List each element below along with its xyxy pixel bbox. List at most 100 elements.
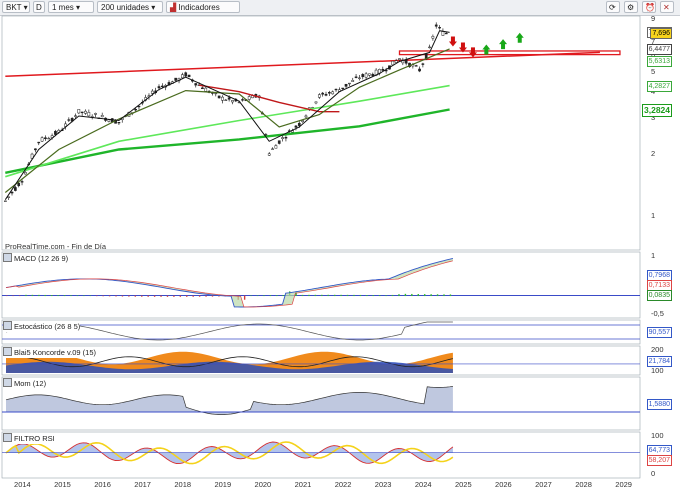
candle-body	[361, 74, 365, 78]
macd-hist-bar	[321, 294, 323, 297]
panel-value-badge: 58,207	[646, 455, 672, 466]
candle-body	[267, 153, 271, 156]
macd-hist-bar	[89, 295, 92, 297]
candle-body	[50, 135, 54, 138]
macd-hist-bar	[211, 295, 214, 297]
macd-hist-bar	[385, 295, 387, 297]
x-tick-label: 2014	[14, 480, 31, 489]
candle-body	[137, 105, 141, 108]
candle-body	[77, 109, 81, 114]
candle-body	[404, 59, 408, 64]
macd-hist-bar	[121, 295, 124, 297]
macd-hist-bar	[160, 295, 162, 297]
macd-hist-bar	[83, 295, 85, 297]
indicator-icon	[3, 321, 12, 330]
mom-panel-label[interactable]: Mom (12)	[3, 378, 47, 389]
candle-body	[444, 32, 448, 35]
symbol-label: BKT	[6, 3, 22, 12]
rsi-yellow-line	[5, 441, 454, 465]
x-tick-label: 2015	[54, 480, 71, 489]
indicators-icon: ▟	[170, 3, 177, 12]
macd-hist-bar	[276, 295, 278, 297]
stoch-line	[5, 321, 453, 341]
symbol-selector[interactable]: BKT ▾	[2, 1, 30, 13]
candle-body	[134, 108, 137, 111]
arrow-up-6	[515, 32, 524, 43]
y-tick-label: 1	[651, 211, 656, 221]
candle-body	[428, 46, 431, 49]
macd-hist-bar	[308, 294, 310, 297]
indicator-label: FILTRO RSI	[14, 434, 55, 443]
series-line-sma-40	[198, 84, 340, 113]
macd-hist-bar	[424, 294, 426, 297]
candle-body	[371, 73, 375, 77]
macd-hist-bar	[314, 294, 317, 297]
price-badge: 4,2827	[646, 80, 672, 92]
candle-body	[398, 58, 401, 60]
timeframe-selector[interactable]: 1 mes ▾	[48, 1, 94, 13]
settings-icon[interactable]: ⚙	[624, 1, 638, 13]
macd-hist-bar	[186, 295, 188, 297]
source-text: ProRealTime.com - Fin de Día	[5, 242, 107, 251]
candle-body	[150, 90, 154, 94]
candle-body	[17, 182, 21, 187]
candle-body	[157, 86, 161, 89]
panel-value-badge: 21,784	[646, 355, 672, 367]
macd-hist-bar	[18, 295, 21, 297]
macd-hist-bar	[108, 295, 111, 297]
panel-y-tick-label: -0,5	[651, 309, 664, 318]
candle-body	[214, 92, 218, 95]
candle-body	[194, 83, 198, 86]
refresh-icon[interactable]: ⟳	[606, 1, 620, 13]
indicator-label: MACD (12 26 9)	[14, 254, 69, 263]
series-line-sma-120	[5, 84, 450, 178]
arrow-up-5	[499, 39, 508, 50]
rsi-line	[5, 441, 454, 465]
candle-body	[304, 115, 308, 118]
candle-body	[160, 85, 164, 88]
period-button[interactable]: D	[33, 1, 45, 13]
alert-icon[interactable]: ⏰	[642, 1, 656, 13]
units-selector[interactable]: 200 unidades ▾	[97, 1, 163, 13]
stoch-panel	[2, 321, 640, 341]
macd-signal-line	[5, 260, 453, 308]
x-tick-label: 2021	[294, 480, 312, 489]
candle-body	[434, 24, 438, 27]
resistance-zone-rect	[398, 50, 621, 56]
candle-body	[224, 99, 228, 101]
macd-hist-bar	[301, 294, 304, 297]
panel-y-tick-label: 1	[651, 251, 656, 260]
macd-hist-bar	[353, 294, 355, 297]
candle-body	[87, 112, 91, 117]
blai-panel-label[interactable]: Blai5 Koncorde v.09 (15)	[3, 347, 96, 358]
macd-hist-bar	[128, 295, 130, 297]
candle-body	[314, 101, 318, 104]
macd-hist-bar	[44, 294, 46, 297]
candle-body	[394, 60, 398, 63]
candle-body	[184, 72, 188, 77]
macd-hist-bar	[430, 294, 432, 297]
indicator-label: Blai5 Koncorde v.09 (15)	[14, 348, 96, 357]
candle-body	[117, 121, 121, 124]
indicators-button[interactable]: ▟ Indicadores	[166, 1, 240, 13]
macd-hist-bar	[398, 294, 400, 297]
rsi-panel-label[interactable]: FILTRO RSI	[3, 433, 55, 444]
macd-hist-bar	[76, 295, 79, 297]
x-tick-label: 2023	[374, 480, 392, 489]
macd-hist-bar	[141, 295, 143, 297]
rsi-panel-frame	[1, 431, 641, 479]
close-icon[interactable]: ✕	[660, 1, 674, 13]
macd-hist-bar	[166, 295, 169, 297]
candle-body	[44, 137, 47, 140]
candle-body	[74, 115, 77, 117]
candle-body	[381, 68, 385, 71]
candle-body	[284, 137, 288, 139]
macd-hist-bar	[153, 295, 156, 297]
candle-body	[421, 63, 425, 65]
price-badge: 6,4477	[646, 43, 672, 55]
candle-body	[80, 111, 84, 114]
candle-body	[221, 96, 224, 101]
macd-panel-label[interactable]: MACD (12 26 9)	[3, 253, 69, 264]
macd-hist-bar	[96, 295, 98, 297]
stoch-panel-label[interactable]: Estocástico (26 8 5)	[3, 321, 81, 332]
